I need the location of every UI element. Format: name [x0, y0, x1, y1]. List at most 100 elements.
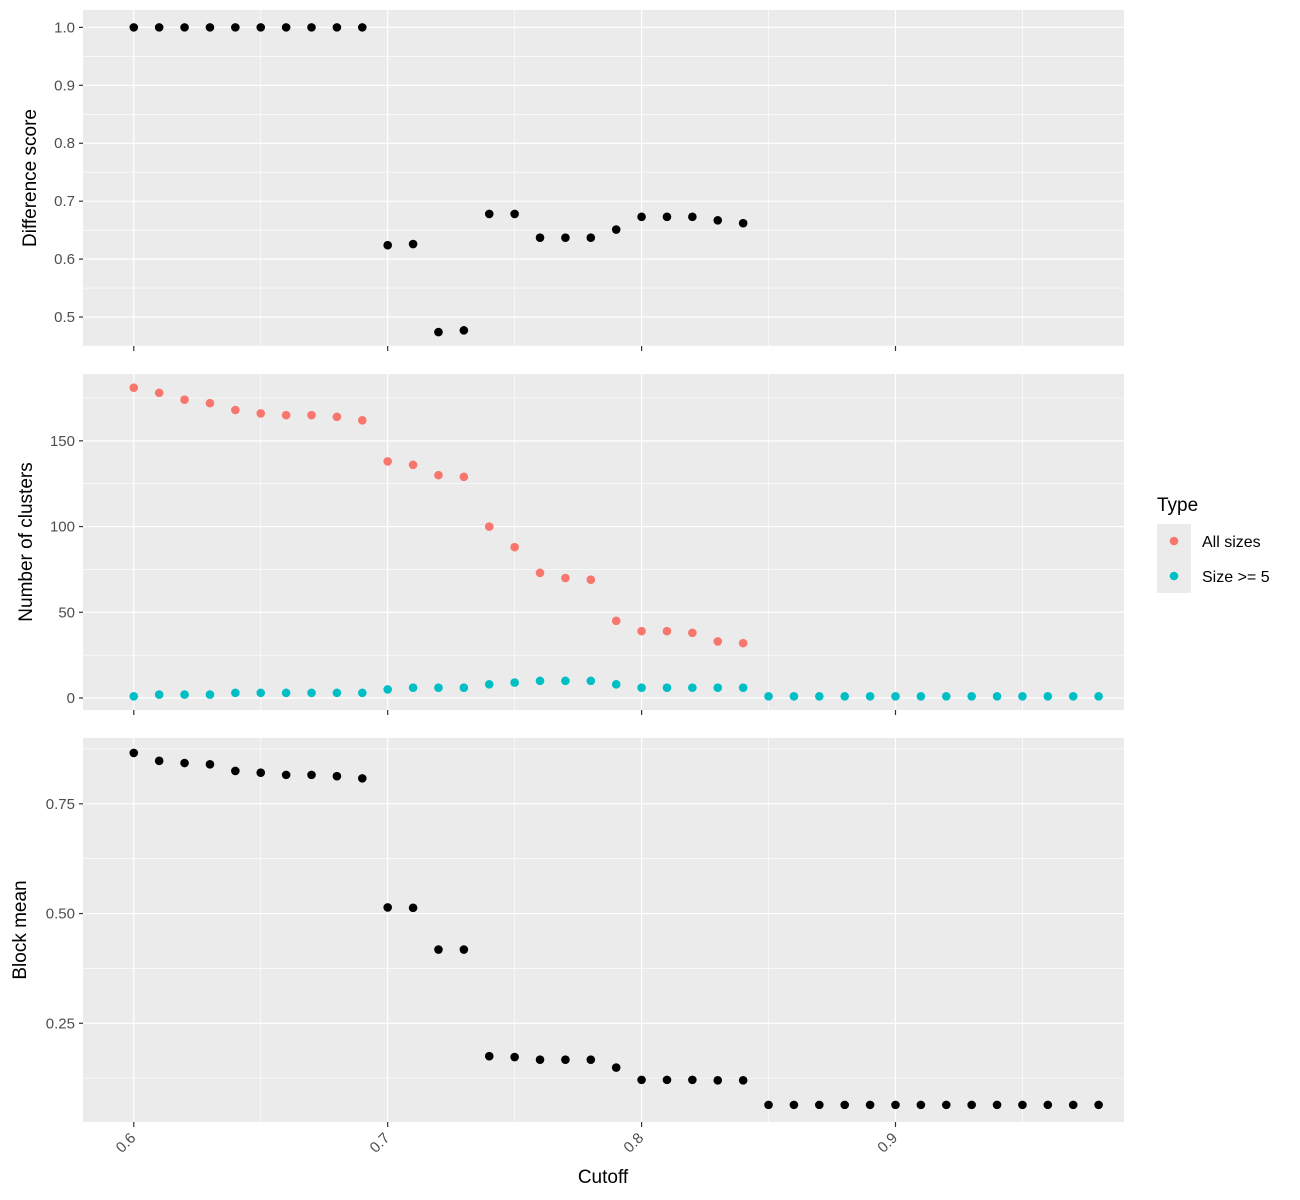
y-tick-label: 0.6 [54, 251, 75, 268]
data-point [307, 688, 316, 698]
data-point [713, 683, 723, 693]
data-point [789, 1100, 799, 1110]
data-point [1043, 691, 1053, 701]
data-point [129, 23, 139, 32]
data-point [357, 688, 367, 698]
data-point [281, 23, 291, 32]
data-point [256, 688, 266, 698]
data-point [662, 1075, 672, 1085]
y-tick-label: 0.8 [54, 135, 75, 152]
data-point [916, 1100, 926, 1110]
data-point [154, 690, 164, 699]
series-size-5 [129, 676, 1103, 701]
series-all-sizes [129, 383, 748, 648]
data-point [484, 1051, 494, 1061]
x-tick-label: 0.9 [874, 1130, 901, 1157]
data-point [561, 573, 570, 583]
data-point [535, 568, 545, 578]
data-point [1018, 1100, 1027, 1110]
data-point [637, 212, 646, 222]
data-point [1018, 691, 1027, 701]
data-point [383, 903, 392, 912]
panel-background [83, 10, 1124, 346]
data-point [205, 690, 215, 699]
data-point [662, 683, 672, 693]
data-point [434, 327, 443, 337]
legend-label-size-ge-5: Size >= 5 [1202, 569, 1270, 586]
data-point [459, 683, 469, 693]
x-tick-label: 0.8 [620, 1130, 647, 1157]
data-point [535, 233, 545, 242]
data-point [611, 225, 621, 234]
data-point [434, 470, 443, 480]
data-point [561, 676, 570, 686]
data-point [180, 395, 189, 405]
data-point [1068, 691, 1078, 701]
data-point [840, 1100, 850, 1110]
data-point [256, 409, 266, 418]
panels: 0.5 0.6 0.7 0.8 0.9 1.0 Difference score 0 50 100… [10, 10, 1124, 1127]
data-point [789, 691, 799, 701]
data-point [180, 758, 189, 768]
panel-2: 0 50 100 150 Number of clusters [16, 374, 1124, 715]
data-point [738, 1076, 748, 1085]
data-point [484, 679, 494, 689]
data-point [1094, 691, 1103, 701]
data-point [738, 218, 748, 228]
data-point [231, 23, 240, 32]
y-tick-label: 0.25 [46, 1015, 75, 1032]
y-tick-label: 0.50 [46, 906, 75, 923]
data-point [992, 691, 1002, 701]
data-point [408, 460, 418, 470]
data-point [561, 1055, 570, 1064]
legend-key-background [1157, 524, 1191, 593]
data-point [408, 683, 418, 693]
data-point [1068, 1100, 1078, 1110]
data-point [738, 683, 748, 693]
data-point [535, 1055, 545, 1064]
data-point [662, 212, 672, 222]
data-point [231, 405, 240, 415]
data-point [307, 410, 316, 420]
data-point [941, 1100, 951, 1110]
y-tick-label: 0.9 [54, 77, 75, 94]
panel-background [83, 738, 1124, 1122]
data-point [941, 691, 951, 701]
data-point [510, 542, 519, 552]
data-point [434, 945, 443, 954]
series-1 [129, 748, 1103, 1110]
data-point [637, 626, 646, 636]
data-point [764, 1100, 773, 1110]
data-point [154, 23, 164, 32]
data-point [154, 388, 164, 398]
data-point [459, 326, 469, 335]
data-point [205, 398, 215, 408]
data-point [713, 637, 723, 646]
x-tick-label: 0.6 [113, 1130, 140, 1157]
x-axis: 0.6 0.7 0.8 0.9 [113, 1130, 901, 1157]
data-point [688, 1075, 697, 1085]
data-point [815, 691, 824, 701]
data-point [332, 23, 342, 32]
data-point [891, 691, 900, 701]
data-point [459, 472, 469, 482]
data-point [332, 412, 342, 422]
legend: Type All sizes Size >= 5 [1157, 495, 1270, 593]
data-point [967, 1100, 976, 1110]
data-point [205, 23, 215, 32]
data-point [535, 676, 545, 686]
y-tick-label: 150 [50, 433, 75, 450]
data-point [281, 410, 291, 420]
data-point [611, 1063, 621, 1072]
legend-label-all-sizes: All sizes [1202, 534, 1261, 551]
data-point [688, 683, 697, 693]
legend-title: Type [1157, 495, 1198, 516]
data-point [332, 771, 342, 781]
legend-key-size-ge-5 [1169, 571, 1179, 581]
data-point [281, 688, 291, 698]
data-point [256, 768, 266, 777]
y-axis-title: Difference score [20, 109, 41, 247]
data-point [713, 1076, 723, 1085]
data-point [256, 23, 266, 32]
